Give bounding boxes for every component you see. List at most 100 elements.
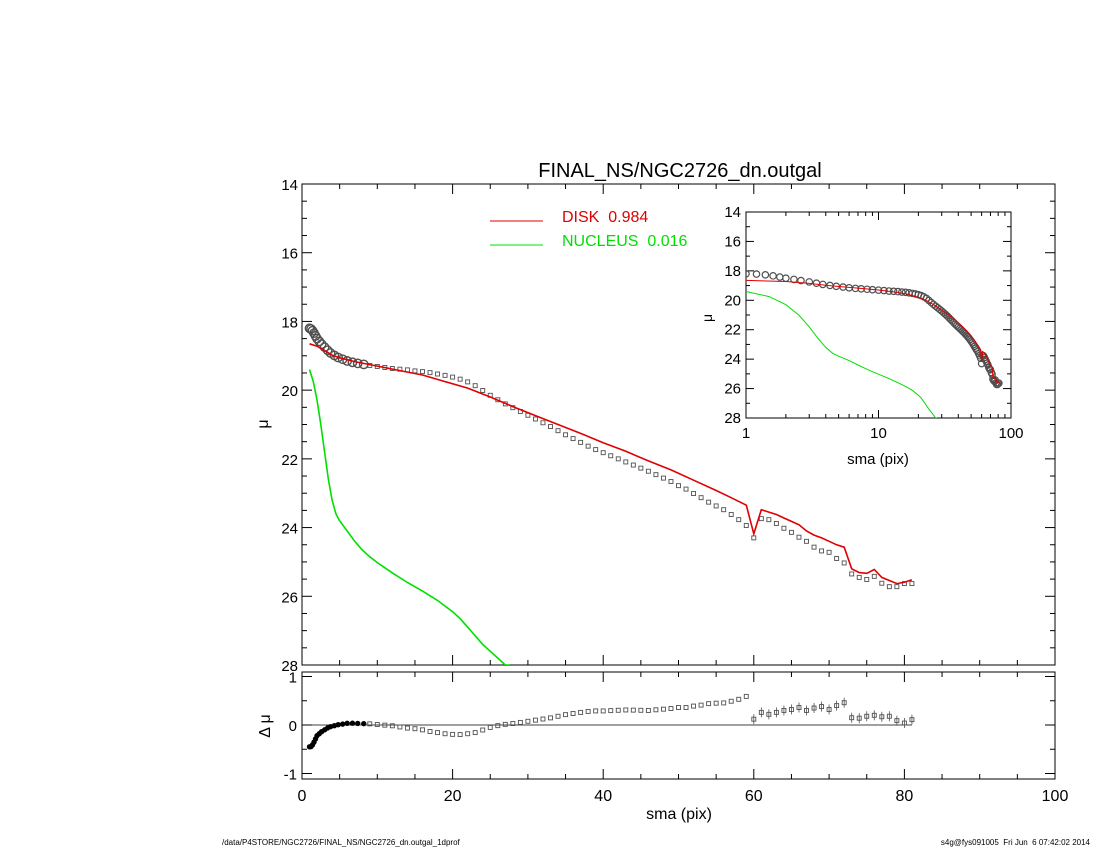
inset-y-axis-label: μ bbox=[699, 314, 715, 322]
inset-y-tick-label: 24 bbox=[724, 351, 741, 368]
data-point bbox=[630, 462, 636, 468]
inset-data-point bbox=[898, 288, 906, 296]
data-point bbox=[435, 371, 440, 377]
inset-data-point bbox=[797, 276, 805, 285]
residual-point bbox=[773, 709, 779, 715]
residual-point bbox=[856, 715, 862, 721]
inset-y-tick-label: 22 bbox=[724, 322, 741, 339]
residual-point bbox=[344, 720, 350, 727]
residual-point bbox=[834, 703, 840, 709]
residual-point bbox=[532, 717, 538, 723]
footer-timestamp: s4g@fys091005 Fri Jun 6 07:42:02 2014 bbox=[940, 838, 1090, 847]
residual-y-axis-label: Δ μ bbox=[257, 714, 274, 737]
residual-point bbox=[450, 731, 456, 737]
y-tick-label: 14 bbox=[281, 177, 298, 194]
residual-point bbox=[420, 727, 425, 733]
data-point bbox=[600, 450, 606, 456]
residual-point bbox=[435, 730, 440, 736]
residual-point bbox=[804, 708, 809, 713]
residual-point bbox=[349, 720, 356, 726]
residual-point bbox=[442, 731, 448, 737]
residual-point bbox=[653, 707, 659, 713]
data-point bbox=[585, 443, 591, 449]
inset-series bbox=[746, 270, 1003, 418]
data-point bbox=[789, 529, 794, 535]
residual-point bbox=[355, 720, 361, 727]
residual-y-tick-label: -1 bbox=[284, 767, 297, 784]
residual-x-tick-label: 100 bbox=[1042, 788, 1069, 805]
residual-point bbox=[796, 705, 802, 710]
residual-point bbox=[563, 712, 568, 718]
data-point bbox=[608, 453, 614, 459]
inset-x-axis-label: sma (pix) bbox=[847, 451, 909, 468]
data-point bbox=[540, 420, 546, 426]
residual-point bbox=[555, 713, 561, 719]
y-tick-label: 24 bbox=[281, 521, 298, 538]
residual-point bbox=[608, 708, 614, 714]
data-point bbox=[834, 556, 840, 561]
residual-point bbox=[339, 721, 346, 727]
data-point bbox=[728, 512, 734, 517]
data-point bbox=[736, 517, 742, 523]
data-point bbox=[638, 465, 644, 471]
inset-y-tick-label: 26 bbox=[724, 381, 741, 398]
data-point bbox=[849, 571, 855, 577]
data-point bbox=[465, 379, 471, 385]
data-point bbox=[886, 584, 892, 590]
data-point bbox=[841, 560, 847, 566]
y-tick-label: 18 bbox=[281, 314, 298, 331]
residual-point bbox=[525, 718, 531, 724]
data-point bbox=[683, 486, 689, 492]
data-point bbox=[472, 383, 478, 389]
residual-point bbox=[374, 722, 380, 727]
data-point bbox=[826, 549, 832, 555]
residual-point bbox=[510, 721, 516, 726]
residual-point bbox=[698, 702, 704, 708]
residual-point bbox=[706, 701, 712, 707]
data-point bbox=[548, 424, 553, 430]
inset-x-tick-label: 10 bbox=[870, 425, 887, 442]
residual-point bbox=[615, 707, 621, 713]
data-point bbox=[457, 376, 463, 382]
data-point bbox=[645, 468, 651, 474]
data-point bbox=[781, 525, 787, 531]
inset-y-tick-label: 16 bbox=[724, 233, 741, 250]
data-point bbox=[773, 520, 779, 526]
data-point bbox=[804, 538, 809, 544]
residual-point bbox=[721, 700, 727, 706]
residual-point bbox=[849, 715, 855, 721]
data-point bbox=[427, 370, 433, 376]
data-point bbox=[796, 534, 802, 540]
residual-point bbox=[879, 714, 885, 720]
residual-point bbox=[789, 707, 794, 712]
residual-x-tick-label: 0 bbox=[298, 788, 307, 805]
residual-point bbox=[335, 722, 341, 728]
data-point bbox=[314, 336, 325, 347]
inset-data-point bbox=[752, 270, 761, 278]
residual-point bbox=[593, 708, 599, 714]
main-series bbox=[304, 323, 915, 665]
residual-point bbox=[909, 717, 915, 723]
residual-point bbox=[367, 721, 373, 727]
data-point bbox=[333, 352, 344, 363]
main-y-axis-label: μ bbox=[255, 419, 272, 428]
residual-point bbox=[894, 718, 900, 724]
data-point bbox=[563, 432, 568, 438]
residual-point bbox=[751, 716, 757, 722]
data-point bbox=[307, 325, 318, 336]
data-point bbox=[615, 456, 621, 462]
residual-point bbox=[728, 698, 734, 704]
data-point bbox=[743, 523, 749, 528]
residual-x-tick-label: 20 bbox=[444, 788, 462, 805]
residual-point bbox=[361, 720, 367, 727]
data-point bbox=[480, 388, 486, 393]
residual-point bbox=[480, 727, 486, 733]
residual-point bbox=[548, 715, 553, 721]
residual-point bbox=[517, 719, 523, 725]
footer-file-path: /data/P4STORE/NGC2726/FINAL_NS/NGC2726_d… bbox=[222, 838, 460, 847]
main-panel: 14 16 18 20 22 24 26 28 μ DISK 0.984 NUCLEUS 0.… bbox=[255, 177, 1056, 675]
residual-x-tick-label: 80 bbox=[896, 788, 914, 805]
residual-y-tick-label: 1 bbox=[289, 670, 297, 687]
inset-disk-model-line bbox=[746, 279, 1000, 384]
residual-point bbox=[457, 732, 463, 737]
